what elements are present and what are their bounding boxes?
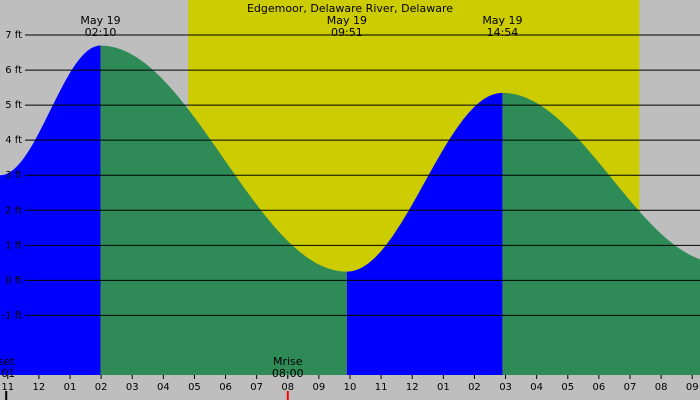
- y-tick-label: -1 ft: [2, 310, 22, 321]
- y-tick-label: 5 ft: [5, 100, 22, 111]
- rising-tide-area: [346, 92, 503, 376]
- x-tick-label: 05: [188, 382, 201, 393]
- y-tick-label: 0 ft: [5, 275, 22, 286]
- y-tick-label: 4 ft: [5, 135, 22, 146]
- x-tick-marks: [7, 375, 693, 379]
- x-tick-label: 03: [126, 382, 139, 393]
- y-gridlines: [25, 34, 700, 316]
- moonset-time: :01: [0, 367, 15, 380]
- x-tick-label: 12: [406, 382, 419, 393]
- moonrise-time: 08:00: [272, 367, 304, 380]
- extreme-date-label: May 19: [482, 14, 522, 27]
- x-tick-label: 06: [593, 382, 606, 393]
- extreme-date-label: May 19: [80, 14, 120, 27]
- x-tick-label: 02: [468, 382, 481, 393]
- x-tick-label: 04: [157, 382, 170, 393]
- x-tick-label: 01: [64, 382, 77, 393]
- x-tick-label: 02: [95, 382, 108, 393]
- x-tick-label: 04: [530, 382, 543, 393]
- y-tick-label: 7 ft: [5, 30, 22, 41]
- x-tick-label: 07: [250, 382, 263, 393]
- x-tick-labels: 11 12 01 02 03 04 05 06 07 08 09 10 11 12 01 02 03 04 05 06…: [1, 382, 698, 393]
- x-tick-label: 08: [281, 382, 294, 393]
- x-tick-label: 09: [686, 382, 699, 393]
- x-tick-label: 06: [219, 382, 232, 393]
- y-tick-label: 2 ft: [5, 205, 22, 216]
- extreme-time-label: 14:54: [487, 26, 519, 39]
- extreme-time-label: 02:10: [85, 26, 117, 39]
- x-tick-label: 09: [313, 382, 326, 393]
- y-tick-label: 3 ft: [5, 170, 22, 181]
- x-tick-label: 11: [1, 382, 14, 393]
- x-tick-label: 08: [655, 382, 668, 393]
- falling-tide-area: [502, 92, 700, 376]
- chart-title: Edgemoor, Delaware River, Delaware: [247, 2, 453, 15]
- extreme-date-label: May 19: [327, 14, 367, 27]
- x-tick-label: 11: [375, 382, 388, 393]
- x-tick-label: 10: [344, 382, 357, 393]
- x-tick-label: 01: [437, 382, 450, 393]
- y-tick-labels: 7 ft 6 ft 5 ft 4 ft 3 ft 2 ft 1 ft 0 ft -1 ft: [2, 30, 22, 321]
- moonrise-label: Mrise: [273, 355, 303, 368]
- x-tick-label: 12: [33, 382, 46, 393]
- extreme-time-label: 09:51: [331, 26, 363, 39]
- moonset-label: set: [0, 355, 15, 368]
- x-tick-label: 03: [499, 382, 512, 393]
- y-tick-label: 1 ft: [5, 240, 22, 251]
- y-tick-label: 6 ft: [5, 65, 22, 76]
- x-tick-label: 07: [624, 382, 637, 393]
- x-tick-label: 05: [561, 382, 574, 393]
